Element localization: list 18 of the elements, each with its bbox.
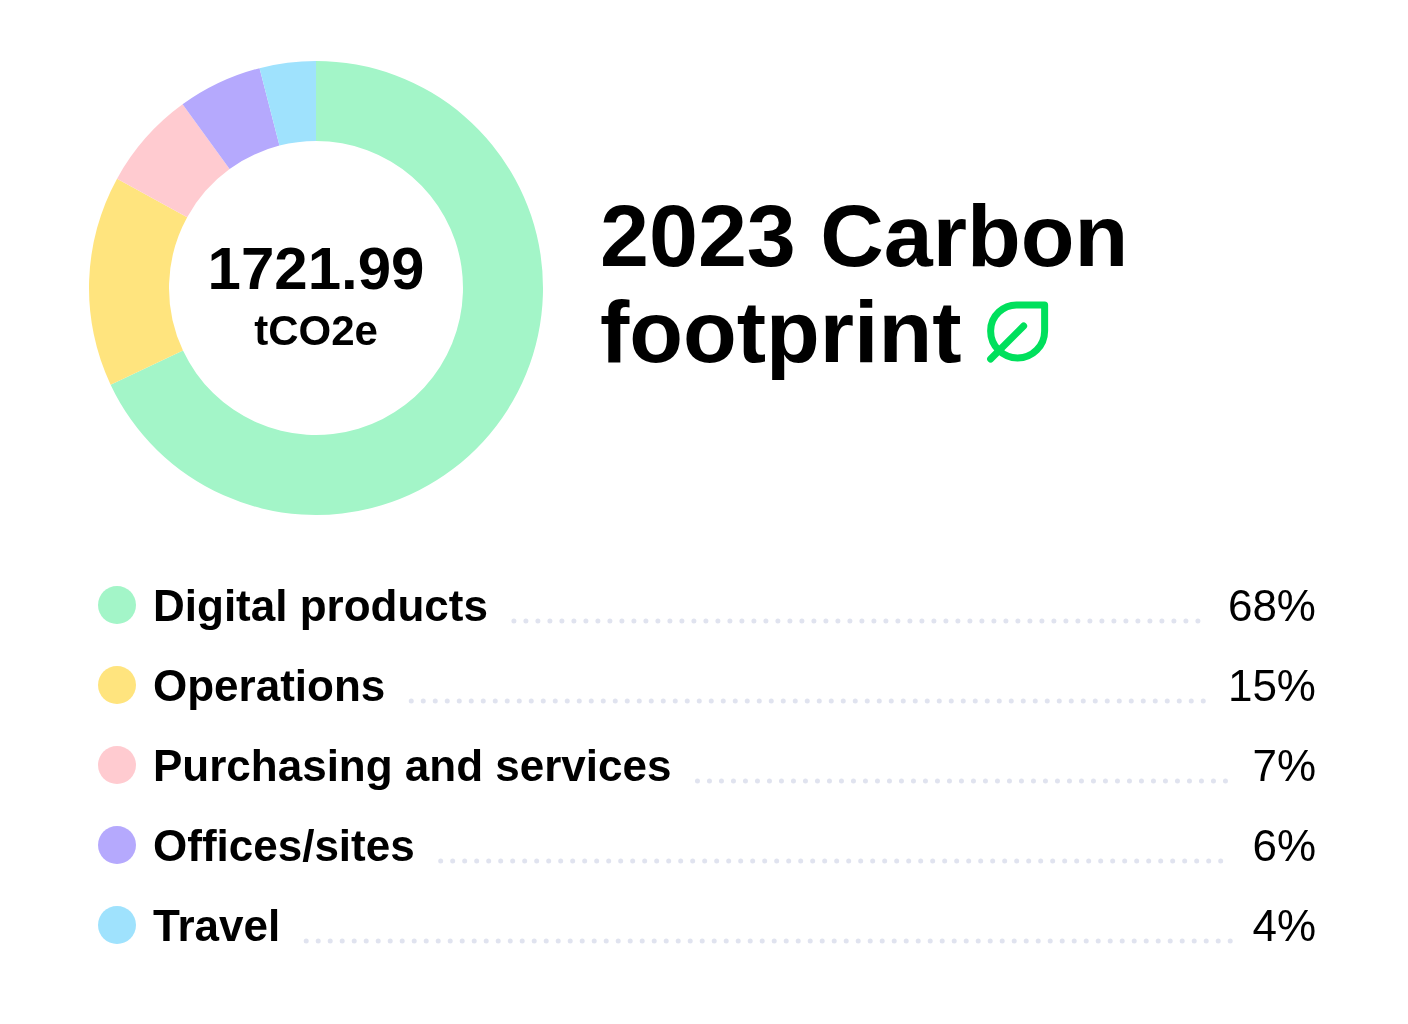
text: 2023 Carbon footprint (600, 186, 1129, 381)
legend-label: Offices/sites (153, 821, 415, 870)
legend-label: Operations (153, 661, 386, 710)
legend-label: Purchasing and services (153, 741, 672, 790)
donut-slice (117, 104, 230, 218)
donut-slice (259, 61, 316, 146)
data-label: 4% (1252, 901, 1316, 950)
text: tCO2e (254, 307, 378, 354)
legend-label: Travel (153, 901, 281, 950)
donut-slice (89, 178, 188, 385)
donut-slice (182, 68, 280, 170)
data-label: 68% (1227, 581, 1316, 630)
data-label: 15% (1227, 661, 1316, 710)
legend-label: Digital products (153, 581, 488, 630)
donut-slice (110, 61, 543, 515)
data-label: 7% (1252, 741, 1316, 790)
text: 1721.99 (207, 235, 425, 302)
data-label: 6% (1252, 821, 1316, 870)
